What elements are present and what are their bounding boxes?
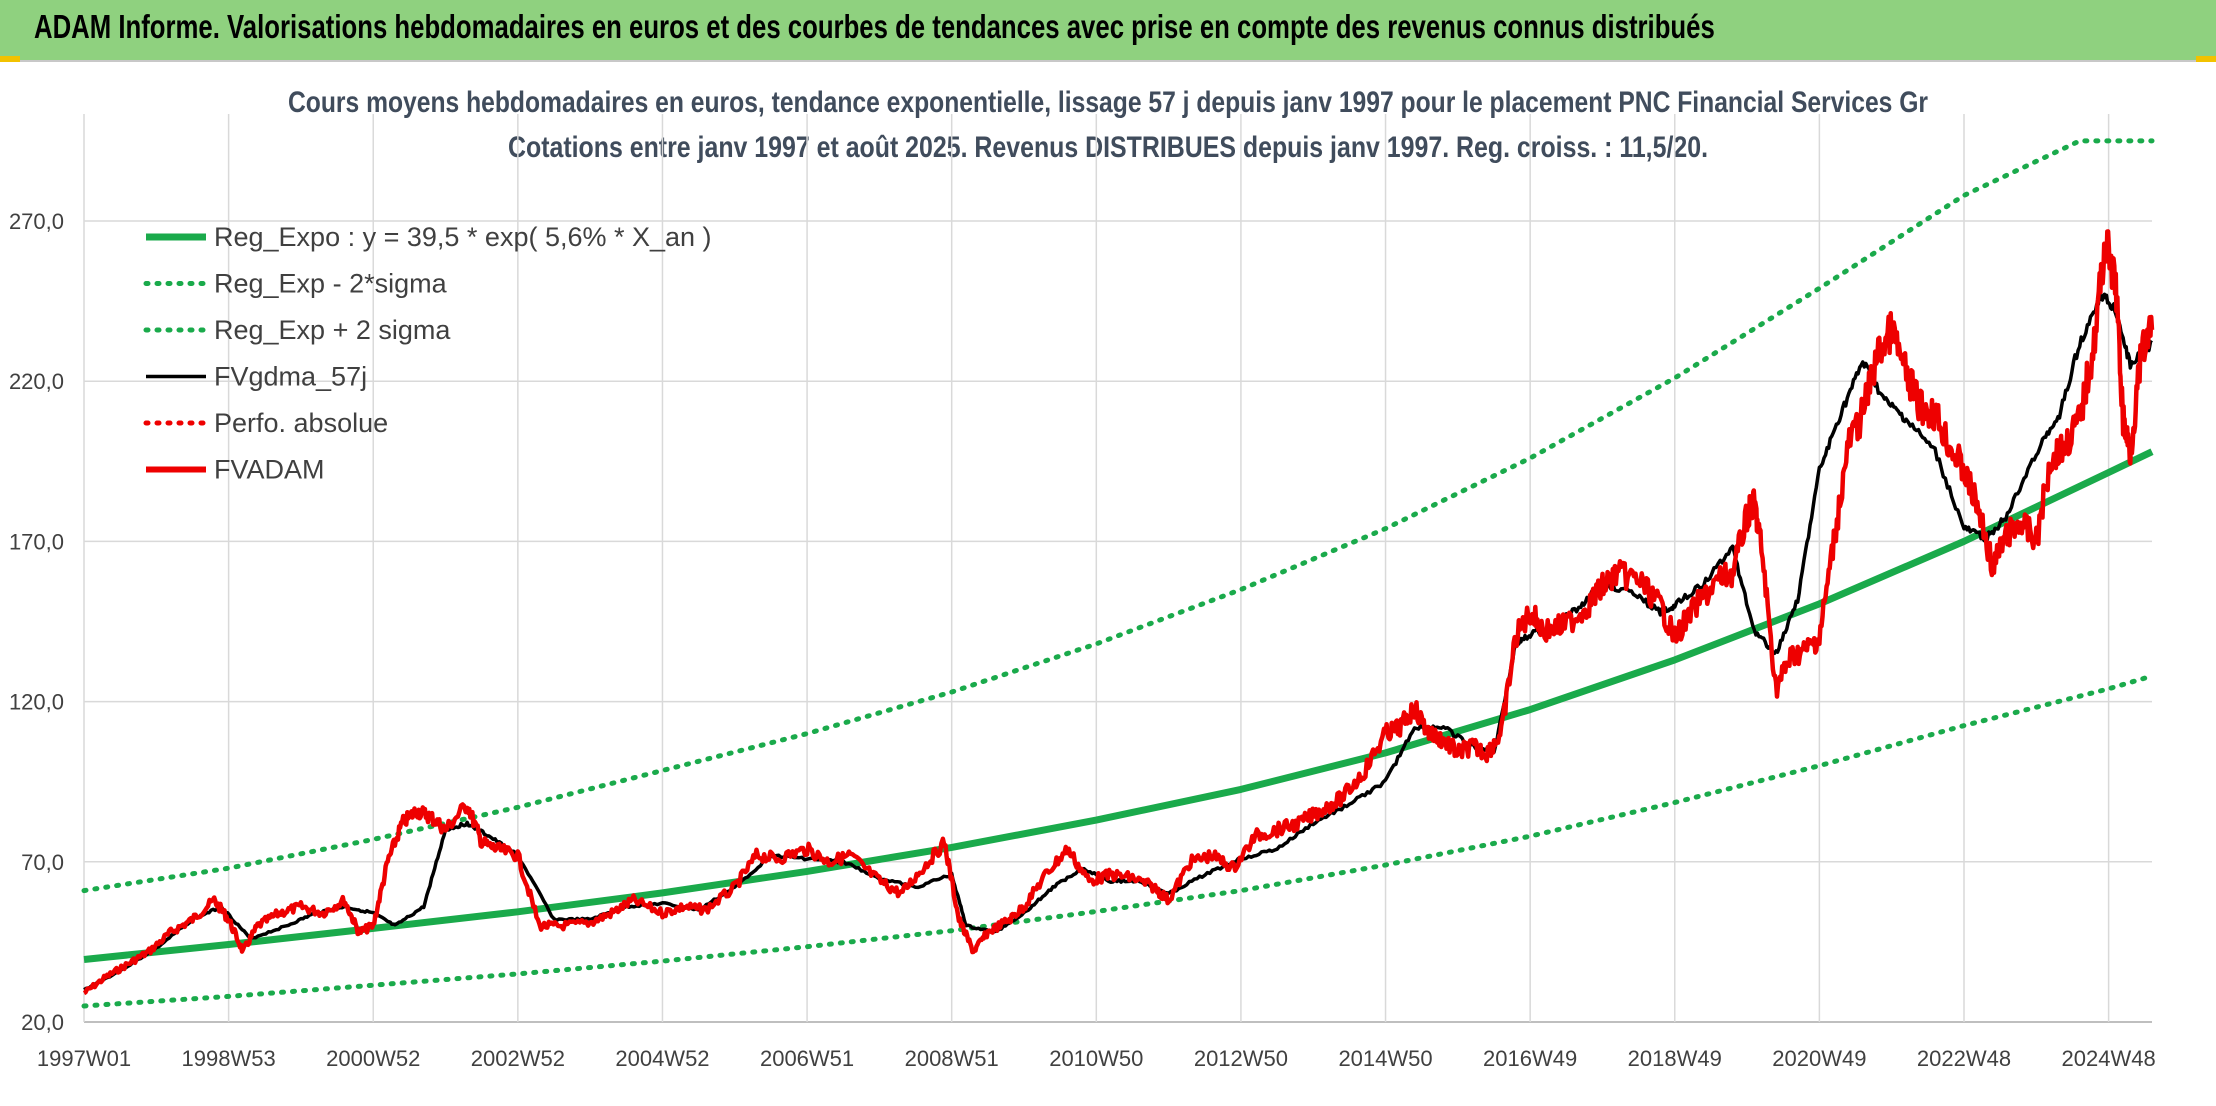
x-axis-ticks: 1997W01 1998W53 2000W52 2002W52 2004W52 2006W… [37, 1046, 2156, 1071]
x-tick-label: 2020W49 [1772, 1046, 1866, 1071]
x-tick-label: 2002W52 [471, 1046, 565, 1071]
x-tick-label: 2018W49 [1628, 1046, 1722, 1071]
legend-label-fvgdma-57j: FVgdma_57j [214, 362, 367, 392]
y-axis-ticks: 20,0 70,0 120,0 170,0 220,0 270,0 [9, 209, 64, 1035]
corner-marker-right [2196, 56, 2216, 62]
series-fvadam [82, 229, 2155, 996]
chart-area: Cours moyens hebdomadaires en euros, ten… [0, 62, 2216, 1106]
chart-background [0, 62, 2216, 1106]
x-tick-label: 2022W48 [1917, 1046, 2011, 1071]
chart-title: Cours moyens hebdomadaires en euros, ten… [288, 86, 1928, 119]
series-lines [81, 138, 2155, 1009]
y-tick-label: 270,0 [9, 209, 64, 234]
line-chart: Cours moyens hebdomadaires en euros, ten… [0, 62, 2216, 1106]
x-tick-label: 1997W01 [37, 1046, 131, 1071]
legend-label-fvadam: FVADAM [214, 455, 325, 485]
legend-label-reg-exp-2-sigma: Reg_Exp - 2*sigma [214, 269, 448, 299]
series-reg-exp-2-sigma [81, 138, 2155, 894]
legend-label-perfo-absolue: Perfo. absolue [214, 408, 388, 438]
x-tick-label: 1998W53 [182, 1046, 276, 1071]
corner-marker-left [0, 56, 20, 62]
x-tick-label: 2004W52 [615, 1046, 709, 1071]
x-tick-label: 2024W48 [2062, 1046, 2156, 1071]
report-title: ADAM Informe. Valorisations hebdomadaire… [34, 8, 1715, 45]
x-tick-label: 2008W51 [905, 1046, 999, 1071]
x-tick-label: 2016W49 [1483, 1046, 1577, 1071]
x-tick-label: 2014W50 [1338, 1046, 1432, 1071]
y-tick-label: 70,0 [21, 850, 64, 875]
legend: Reg_Expo : y = 39,5 * exp( 5,6% * X_an )… [143, 222, 712, 485]
chart-subtitle: Cotations entre janv 1997 et août 2025. … [508, 131, 1708, 164]
y-tick-label: 220,0 [9, 369, 64, 394]
x-tick-label: 2012W50 [1194, 1046, 1288, 1071]
series-reg-expo-y-39-5-exp-5-6-x-an [83, 448, 2154, 963]
report-banner: ADAM Informe. Valorisations hebdomadaire… [0, 0, 2216, 62]
y-tick-label: 170,0 [9, 529, 64, 554]
legend-label-reg-exp-2-sigma: Reg_Exp + 2 sigma [214, 315, 451, 345]
x-tick-label: 2000W52 [326, 1046, 420, 1071]
y-tick-label: 20,0 [21, 1010, 64, 1035]
legend-label-reg-expo-y-39-5-exp-5-6-x-an: Reg_Expo : y = 39,5 * exp( 5,6% * X_an ) [214, 222, 712, 252]
x-tick-label: 2010W50 [1049, 1046, 1143, 1071]
y-tick-label: 120,0 [9, 690, 64, 715]
x-tick-label: 2006W51 [760, 1046, 854, 1071]
